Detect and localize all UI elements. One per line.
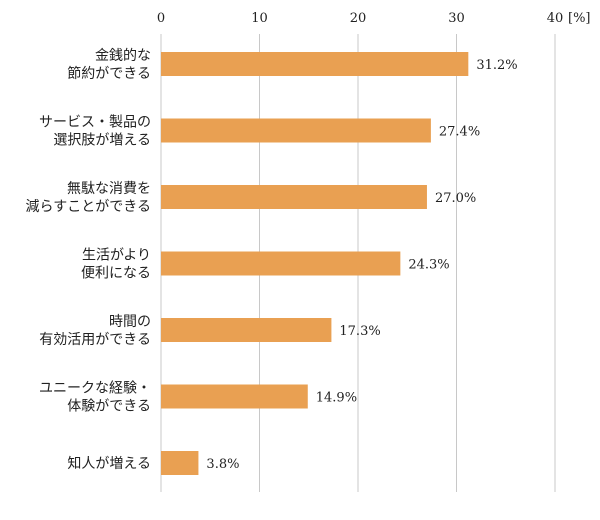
value-label-5: 14.9%: [316, 391, 357, 406]
bar-3: [161, 251, 401, 276]
value-label-4: 17.3%: [339, 324, 380, 339]
value-label-6: 3.8%: [206, 457, 239, 472]
category-label-1: サービス・製品の選択肢が増える: [39, 115, 151, 149]
category-label-2-line-0: 無駄な消費を: [67, 181, 151, 197]
bar-2: [161, 185, 427, 209]
category-label-2-line-1: 減らすことができる: [26, 198, 151, 215]
category-label-3-line-0: 生活がより: [82, 248, 151, 264]
value-label-0: 31.2%: [476, 58, 517, 73]
category-label-4: 時間の有効活用ができる: [39, 314, 151, 348]
bar-1: [161, 118, 431, 143]
category-label-6-line-0: 知人が増える: [67, 455, 151, 472]
category-label-2: 無駄な消費を減らすことができる: [26, 181, 151, 215]
category-label-0-line-0: 金銭的な: [95, 48, 151, 64]
bar-4: [161, 318, 332, 342]
x-unit-label: [%]: [568, 11, 591, 26]
category-label-1-line-1: 選択肢が増える: [53, 133, 151, 149]
category-label-5: ユニークな経験・体験ができる: [39, 381, 151, 415]
category-label-3: 生活がより便利になる: [81, 248, 151, 282]
bar-5: [161, 384, 308, 409]
value-label-3: 24.3%: [408, 258, 449, 273]
category-label-1-line-0: サービス・製品の: [39, 115, 151, 131]
category-label-5-line-1: 体験ができる: [67, 399, 151, 415]
value-label-2: 27.0%: [435, 191, 476, 206]
category-label-4-line-1: 有効活用ができる: [39, 332, 151, 348]
x-tick-label-20: 20: [350, 11, 367, 26]
bar-0: [161, 52, 469, 76]
category-label-0-line-1: 節約ができる: [67, 65, 151, 82]
category-label-6: 知人が増える: [67, 455, 151, 472]
x-tick-label-40: 40: [547, 11, 564, 26]
value-label-1: 27.4%: [439, 125, 480, 140]
category-label-5-line-0: ユニークな経験・: [39, 381, 151, 397]
category-label-4-line-0: 時間の: [109, 314, 151, 330]
category-label-3-line-1: 便利になる: [81, 266, 151, 282]
x-tick-label-0: 0: [157, 11, 165, 26]
bar-6: [161, 451, 199, 475]
category-label-0: 金銭的な節約ができる: [67, 48, 151, 82]
x-tick-label-30: 30: [448, 11, 465, 26]
x-tick-label-10: 10: [251, 11, 268, 26]
